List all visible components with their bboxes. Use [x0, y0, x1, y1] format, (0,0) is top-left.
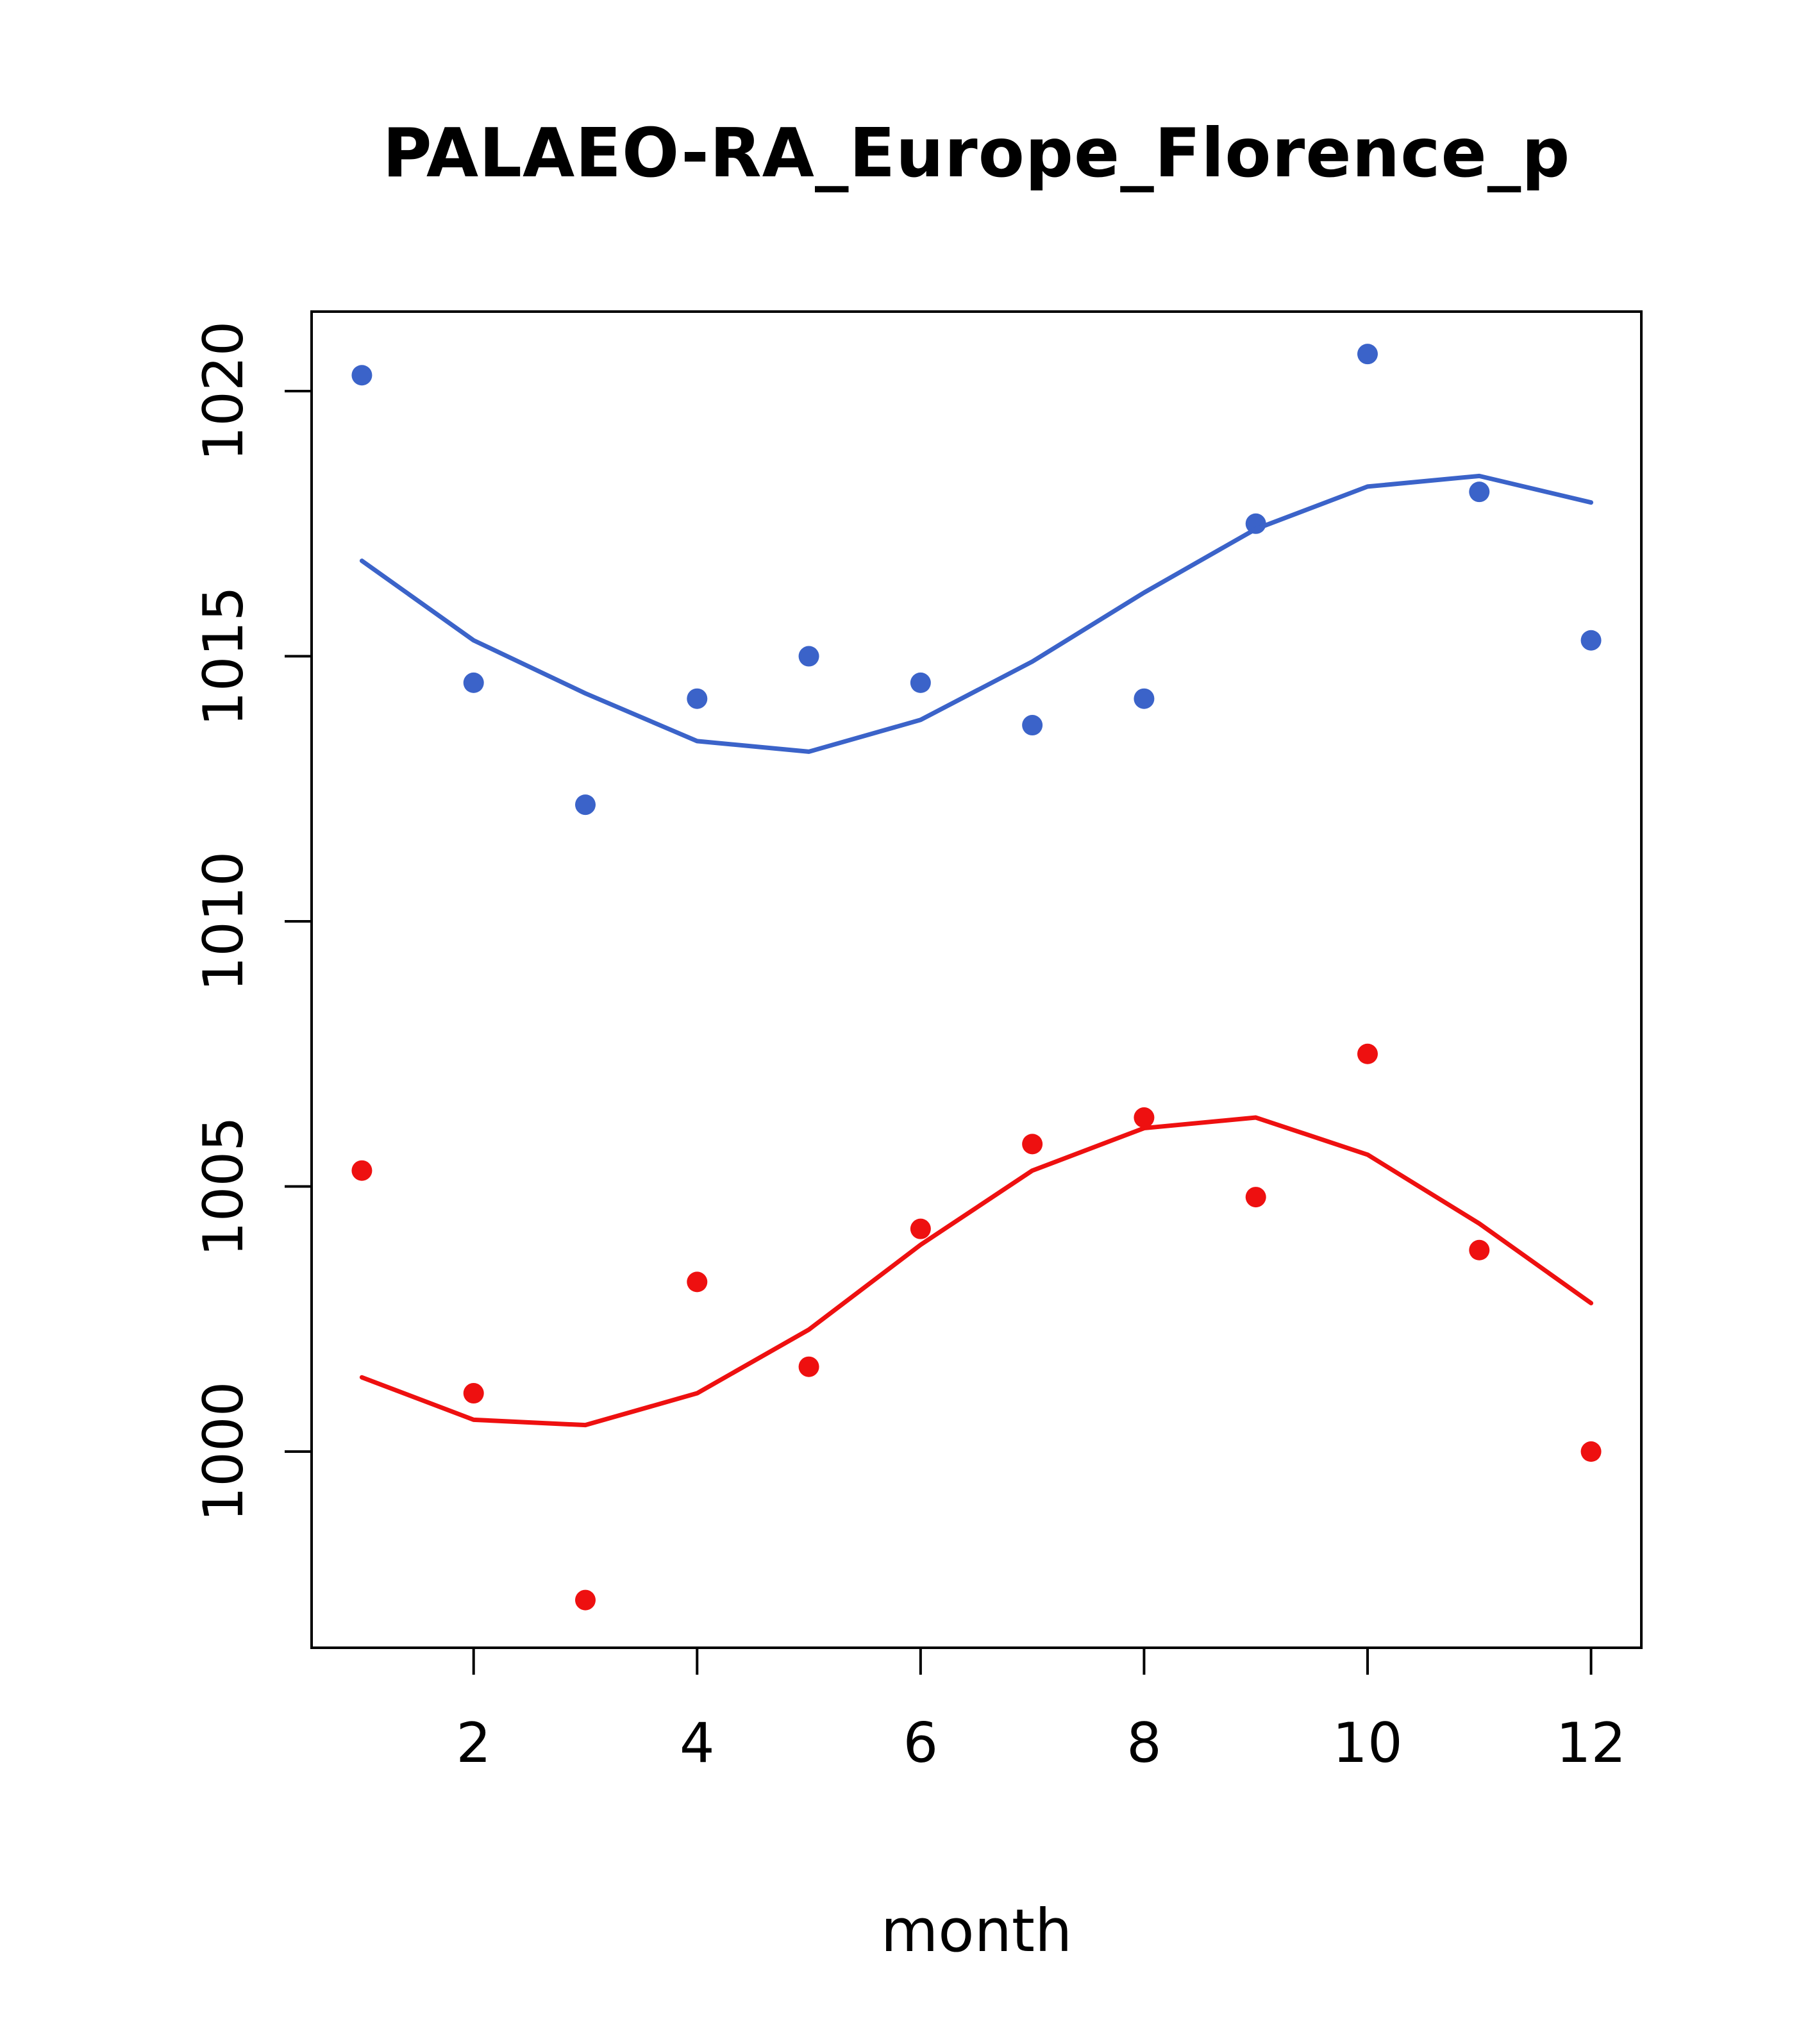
- red-points-dot: [1357, 1043, 1378, 1064]
- red-points-dot: [687, 1271, 708, 1293]
- y-axis-tick-label: 1000: [192, 1382, 256, 1522]
- red-points-dot: [463, 1383, 484, 1404]
- y-axis-tick-label: 1015: [192, 586, 256, 726]
- red-points-dot: [1580, 1441, 1602, 1462]
- red-smooth-line: [359, 1115, 1594, 1428]
- blue-points-dot: [575, 794, 596, 816]
- plot-border: [310, 310, 1643, 1649]
- blue-points-dot: [1022, 715, 1043, 736]
- red-points-dot: [1245, 1187, 1266, 1208]
- red-points-dot: [1022, 1134, 1043, 1155]
- x-axis-tick-label: 4: [680, 1711, 715, 1775]
- x-axis-tick-label: 8: [1126, 1711, 1162, 1775]
- blue-points-dot: [463, 672, 484, 693]
- blue-points-dot: [1134, 688, 1155, 709]
- x-axis-tick-label: 6: [903, 1711, 938, 1775]
- red-points-dot: [351, 1160, 373, 1181]
- blue-points-dot: [910, 672, 931, 693]
- blue-points-dot: [351, 365, 373, 386]
- red-points-dot: [575, 1589, 596, 1611]
- blue-points-dot: [798, 646, 819, 667]
- x-axis-tick-label: 2: [456, 1711, 491, 1775]
- blue-points-dot: [1580, 630, 1602, 651]
- x-axis-title: month: [880, 1897, 1073, 1965]
- y-axis-tick-label: 1005: [192, 1116, 256, 1257]
- red-points-dot: [1469, 1239, 1490, 1261]
- blue-points-dot: [687, 688, 708, 709]
- y-axis-tick-label: 1010: [192, 851, 256, 992]
- red-points-dot: [1134, 1107, 1155, 1128]
- y-axis-tick-label: 1020: [192, 321, 256, 462]
- red-points-dot: [910, 1218, 931, 1239]
- red-points-dot: [798, 1356, 819, 1377]
- x-axis-tick-label: 10: [1332, 1711, 1402, 1775]
- x-axis-tick-label: 12: [1556, 1711, 1626, 1775]
- blue-smooth-line: [359, 473, 1594, 754]
- blue-points-dot: [1357, 344, 1378, 365]
- blue-points-dot: [1469, 482, 1490, 503]
- chart-title: PALAEO-RA_Europe_Florence_p: [382, 114, 1571, 192]
